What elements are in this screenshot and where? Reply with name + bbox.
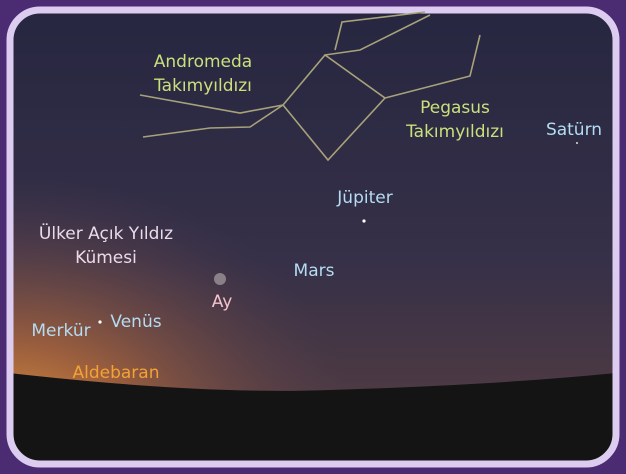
- saturn-dot: [576, 142, 578, 144]
- moon-disc: [214, 273, 226, 285]
- label: Satürn: [546, 120, 602, 140]
- label: Jüpiter: [336, 188, 392, 208]
- label: Ay: [212, 292, 233, 312]
- label: Mars: [294, 261, 335, 281]
- label: Andromeda: [154, 52, 252, 72]
- label: Venüs: [110, 312, 161, 332]
- label: Takımyıldızı: [405, 122, 504, 142]
- label: Ülker Açık Yıldız: [39, 222, 173, 244]
- label: Takımyıldızı: [153, 76, 252, 96]
- venus-dot: [98, 320, 101, 323]
- label: Kümesi: [75, 248, 137, 268]
- jupiter-dot: [362, 219, 365, 222]
- label: Pegasus: [420, 98, 490, 118]
- label: Aldebaran: [73, 363, 160, 383]
- label: Merkür: [31, 321, 90, 341]
- sky-map: Andromeda Takımyıldızı Pegasus Takımyıld…: [0, 0, 626, 474]
